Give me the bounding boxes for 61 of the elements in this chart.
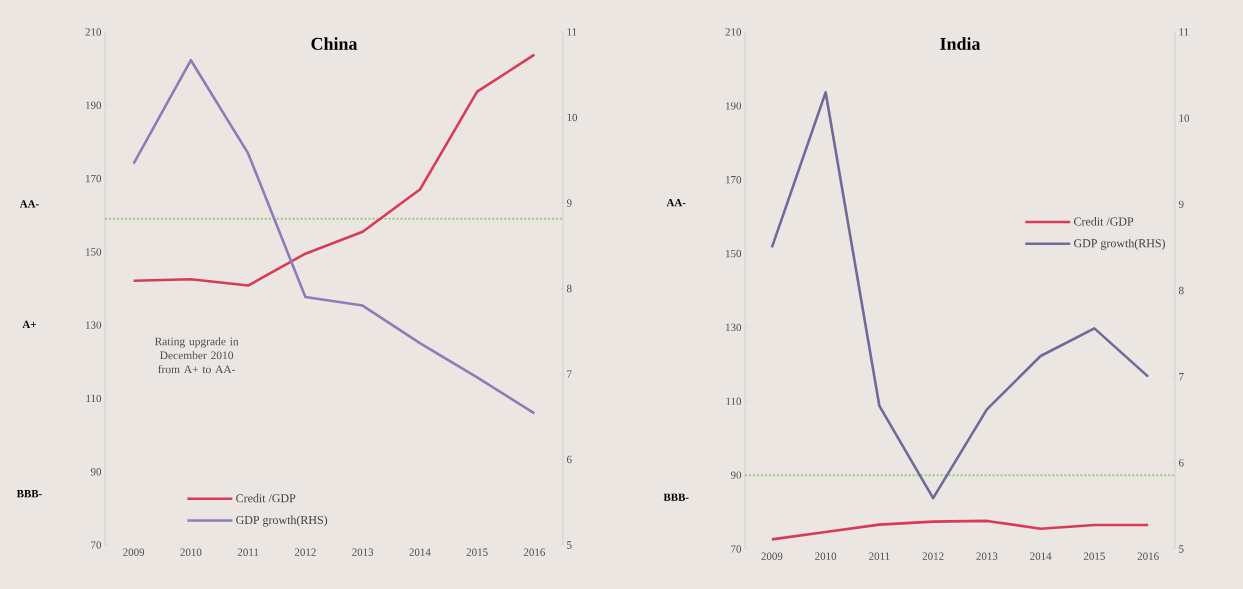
x-tick-label: 2009 [761, 552, 783, 560]
y2-tick-label: 9 [1178, 200, 1184, 209]
line-series [132, 58, 536, 415]
legend-label: Credit /GDP [1074, 217, 1134, 226]
text: AA- [666, 198, 686, 207]
x-tick-label: 2012 [922, 552, 944, 560]
y-tick-label: 130 [86, 321, 102, 329]
x-tick-label: 2016 [1137, 552, 1159, 560]
x-tick-label: 2012 [294, 548, 316, 556]
y2-tick-label: 5 [1179, 545, 1184, 553]
x-tick-label: 2011 [237, 548, 259, 556]
text: BBB- [663, 493, 689, 501]
x-tick-label: 2013 [976, 552, 998, 560]
y2-tick-label: 8 [566, 284, 572, 293]
y2-tick-label: 11 [1179, 28, 1189, 36]
y-tick-label: 90 [730, 471, 742, 479]
y-tick-label: 110 [726, 397, 742, 405]
chart-title: China [311, 37, 358, 50]
text: AA- [19, 200, 39, 208]
y2-tick-label: 10 [1179, 114, 1190, 122]
y2-tick-label: 6 [567, 455, 572, 464]
y-tick-label: 190 [86, 101, 102, 109]
text: A+ [22, 320, 36, 329]
x-tick-label: 2014 [409, 548, 431, 556]
x-tick-label: 2015 [1083, 552, 1105, 560]
x-tick-label: 2016 [523, 548, 546, 556]
y-tick-label: 170 [86, 174, 102, 183]
line-series [132, 53, 536, 287]
y-tick-label: 190 [726, 102, 742, 110]
x-tick-label: 2010 [815, 552, 837, 560]
y2-tick-label: 11 [567, 28, 577, 36]
y-tick-label: 170 [726, 176, 742, 184]
y-tick-label: 70 [91, 541, 102, 549]
x-tick-label: 2013 [352, 548, 374, 556]
y2-tick-label: 9 [566, 199, 572, 207]
x-tick-label: 2015 [466, 548, 488, 556]
y-tick-label: 150 [86, 248, 102, 256]
legend-label: GDP growth(RHS) [236, 515, 328, 527]
y-tick-label: 210 [725, 28, 742, 36]
x-tick-label: 2011 [869, 552, 890, 560]
chart-title: India [940, 37, 981, 50]
y-tick-label: 90 [90, 468, 102, 476]
y2-tick-label: 6 [1179, 459, 1184, 467]
y-tick-label: 150 [726, 249, 742, 258]
y-tick-label: 110 [86, 394, 102, 403]
x-tick-label: 2014 [1030, 552, 1052, 560]
text: BBB- [16, 490, 42, 498]
y2-tick-label: 5 [567, 541, 572, 549]
y2-tick-label: 7 [567, 370, 572, 378]
x-tick-label: 2009 [123, 548, 145, 556]
y-tick-label: 70 [731, 545, 742, 553]
x-tick-label: 2010 [180, 548, 202, 556]
legend-label: Credit /GDP [236, 493, 296, 503]
y-tick-label: 130 [726, 323, 742, 332]
y2-tick-label: 7 [1179, 373, 1184, 381]
y2-tick-label: 10 [567, 113, 578, 122]
line-series [770, 519, 1150, 541]
annotation: Rating upgrade in December 2010 from A+ to AA- [154, 337, 239, 374]
legend-label: GDP growth(RHS) [1074, 238, 1165, 250]
y-tick-label: 210 [85, 28, 102, 36]
y2-tick-label: 8 [1178, 286, 1184, 295]
